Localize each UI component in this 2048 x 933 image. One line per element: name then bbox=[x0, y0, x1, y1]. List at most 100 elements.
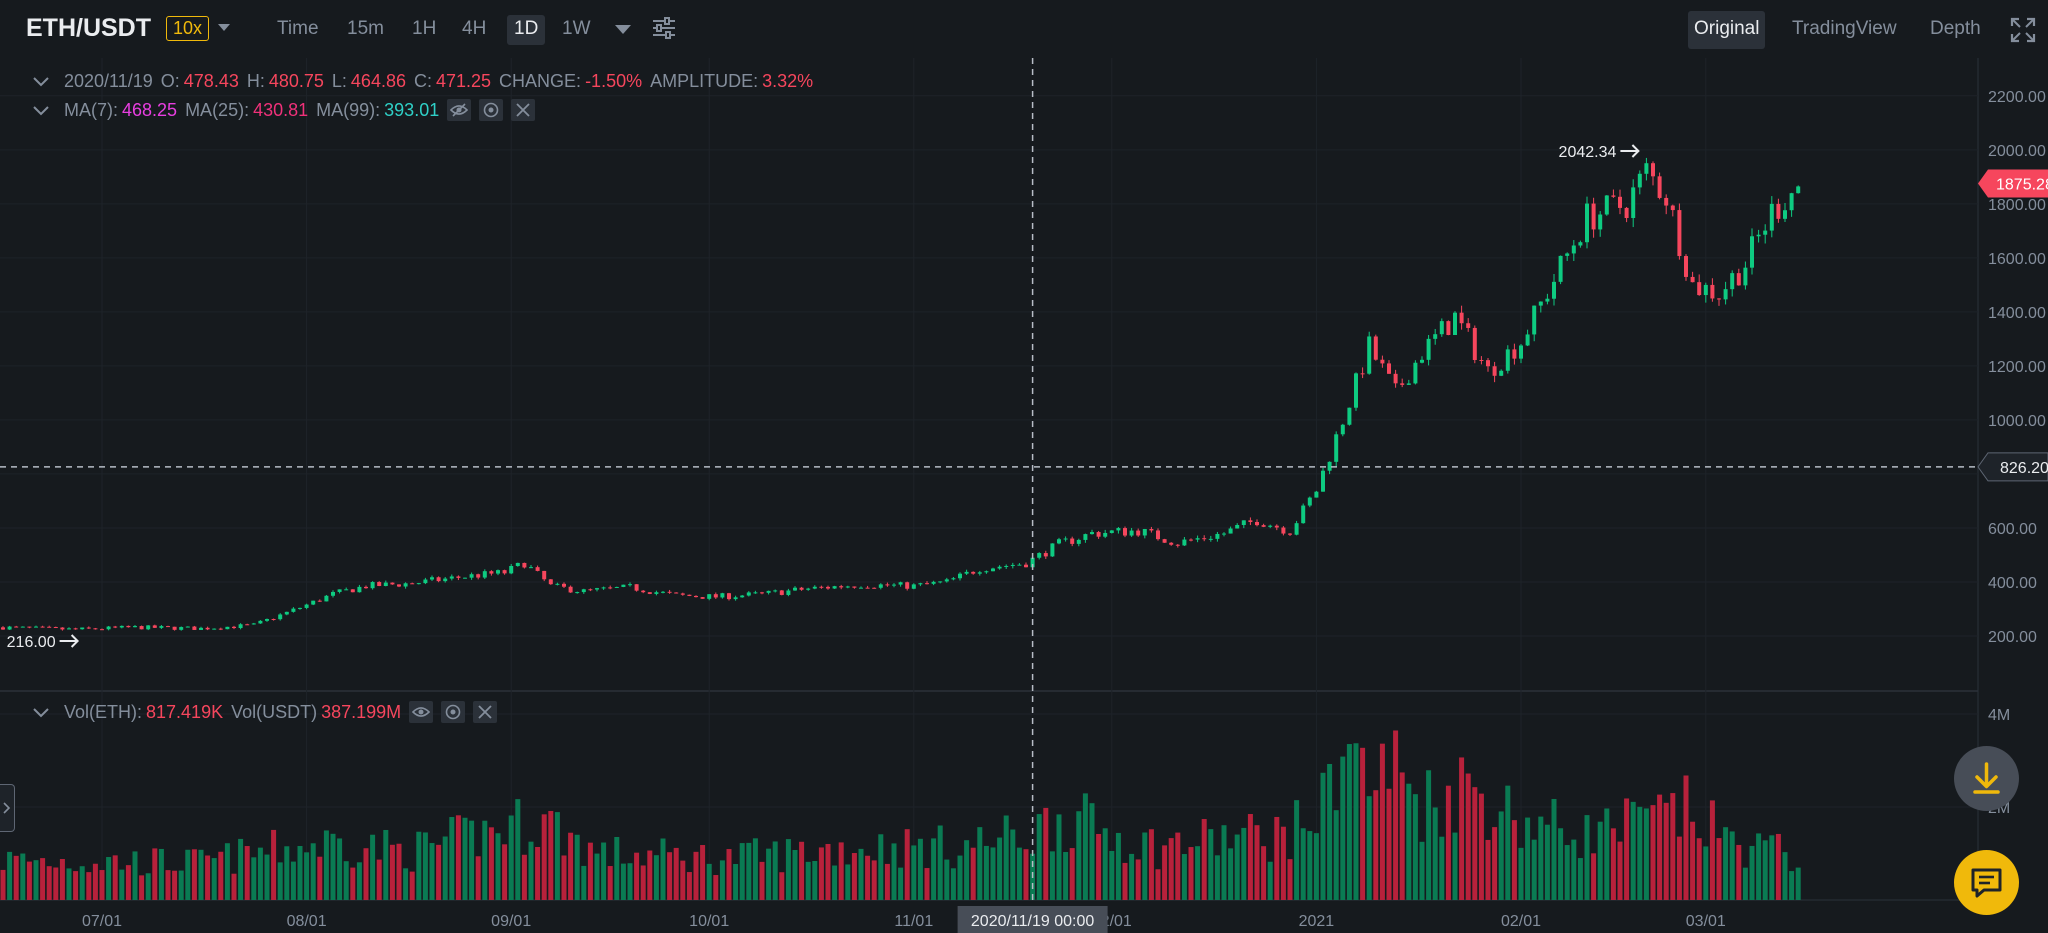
volume-bar bbox=[152, 848, 158, 900]
candle-body bbox=[1354, 373, 1358, 408]
view-tradingview-tab[interactable]: TradingView bbox=[1792, 18, 1897, 39]
volume-bar bbox=[1043, 807, 1049, 900]
volume-bar bbox=[1610, 828, 1616, 900]
volume-bar bbox=[1327, 763, 1333, 900]
volume-bar bbox=[198, 849, 204, 900]
ma99-value: 393.01 bbox=[384, 99, 440, 120]
candle-body bbox=[1426, 338, 1431, 360]
view-original-tab[interactable]: Original bbox=[1688, 11, 1766, 49]
candle-body bbox=[1538, 301, 1543, 306]
hide-volume-eye-icon[interactable] bbox=[409, 701, 434, 723]
candle-body bbox=[1664, 197, 1669, 206]
volume-bar bbox=[73, 871, 79, 900]
remove-volume-close-icon[interactable] bbox=[473, 701, 498, 723]
volume-bar bbox=[1617, 841, 1623, 900]
volume-bar bbox=[581, 865, 587, 900]
candle-body bbox=[1789, 193, 1794, 211]
symbol-title[interactable]: ETH/USDT bbox=[26, 14, 151, 42]
candle-body bbox=[1004, 565, 1009, 567]
interval-1h[interactable]: 1H bbox=[412, 18, 437, 39]
more-intervals-caret-icon[interactable] bbox=[615, 25, 631, 34]
volume-bar bbox=[1261, 846, 1267, 900]
candle-body bbox=[1677, 210, 1682, 257]
time-tick-label: 02/01 bbox=[1501, 913, 1541, 930]
volume-bar bbox=[330, 833, 336, 900]
candle-body bbox=[1109, 530, 1114, 533]
candle-body bbox=[502, 570, 507, 574]
hide-ma-eye-icon[interactable] bbox=[447, 99, 472, 121]
candle-body bbox=[199, 627, 203, 630]
time-tick-label: 07/01 bbox=[82, 913, 122, 930]
volume-bar bbox=[40, 858, 46, 900]
volume-bar bbox=[1082, 793, 1088, 900]
volume-bar bbox=[1485, 839, 1491, 900]
interval-15m[interactable]: 15m bbox=[347, 18, 384, 39]
volume-bar bbox=[482, 820, 488, 900]
volume-bar bbox=[931, 838, 937, 900]
view-depth-tab[interactable]: Depth bbox=[1930, 18, 1981, 39]
candle-body bbox=[106, 626, 111, 630]
fullscreen-icon[interactable] bbox=[2010, 17, 2036, 43]
volume-bar bbox=[746, 842, 752, 900]
candle-body bbox=[232, 626, 236, 629]
candle-body bbox=[1360, 373, 1365, 375]
candle-body bbox=[390, 582, 395, 585]
interval-1w[interactable]: 1W bbox=[562, 18, 591, 39]
ma-settings-icon[interactable] bbox=[479, 99, 504, 121]
volume-bar bbox=[607, 866, 613, 900]
candle-body bbox=[984, 571, 989, 573]
candle-body bbox=[1532, 305, 1537, 335]
download-button[interactable] bbox=[1954, 746, 2019, 811]
volume-bar bbox=[1584, 815, 1590, 900]
candle-body bbox=[93, 628, 98, 630]
candle-body bbox=[364, 586, 368, 589]
volume-bar bbox=[1505, 785, 1511, 900]
candle-body bbox=[80, 627, 85, 630]
volume-bar bbox=[785, 839, 791, 900]
interval-4h[interactable]: 4H bbox=[462, 18, 487, 39]
volume-bar bbox=[667, 852, 673, 900]
volume-settings-icon[interactable] bbox=[441, 701, 466, 723]
collapse-ohlc-chevron-icon[interactable] bbox=[32, 72, 50, 90]
candle-body bbox=[845, 586, 850, 588]
candle-body bbox=[535, 567, 540, 571]
volume-bar bbox=[0, 869, 6, 900]
volume-bar bbox=[1109, 850, 1115, 900]
volume-bar bbox=[1168, 838, 1174, 900]
volume-bar bbox=[832, 865, 838, 900]
volume-bar bbox=[211, 858, 217, 900]
volume-bar bbox=[79, 866, 85, 900]
interval-time[interactable]: Time bbox=[277, 18, 319, 39]
expand-panel-tab[interactable] bbox=[0, 784, 15, 832]
volume-bar bbox=[1762, 840, 1768, 900]
volume-bar bbox=[1195, 846, 1201, 900]
volume-bar bbox=[1709, 800, 1715, 900]
interval-1d[interactable]: 1D bbox=[507, 15, 546, 45]
last-price-tag bbox=[1978, 169, 2048, 198]
candle-body bbox=[1400, 383, 1405, 385]
chart-settings-icon[interactable] bbox=[652, 17, 676, 39]
candle-body bbox=[713, 594, 718, 598]
volume-bar bbox=[1643, 808, 1649, 900]
volume-bar bbox=[436, 844, 442, 900]
remove-ma-close-icon[interactable] bbox=[511, 99, 536, 121]
candle-body bbox=[1611, 195, 1616, 197]
volume-bar bbox=[818, 847, 824, 900]
candle-body bbox=[496, 570, 500, 574]
leverage-badge[interactable]: 10x bbox=[166, 16, 209, 41]
candle-body bbox=[238, 624, 243, 629]
volume-bar bbox=[231, 873, 237, 900]
volume-bar bbox=[1775, 833, 1781, 900]
candle-body bbox=[67, 628, 71, 630]
volume-bar bbox=[739, 843, 745, 900]
chat-support-button[interactable] bbox=[1954, 850, 2019, 915]
volume-bar bbox=[706, 863, 712, 900]
leverage-caret-icon[interactable] bbox=[218, 24, 230, 31]
collapse-ma-chevron-icon[interactable] bbox=[32, 101, 50, 119]
volume-bar bbox=[370, 834, 376, 900]
price-tick-label: 1400.00 bbox=[1988, 305, 2046, 322]
collapse-volume-chevron-icon[interactable] bbox=[32, 703, 50, 721]
volume-bar bbox=[1016, 847, 1022, 900]
volume-bar bbox=[957, 855, 963, 900]
